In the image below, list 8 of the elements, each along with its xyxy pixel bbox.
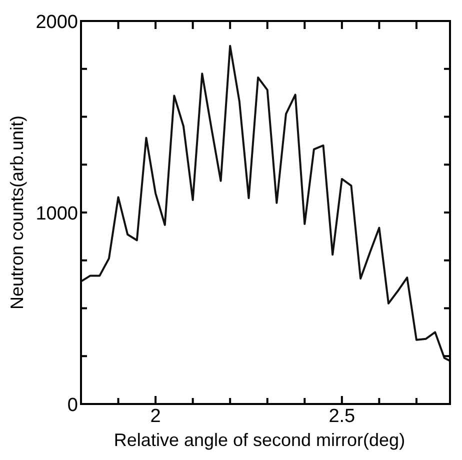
y-tick-label: 2000 xyxy=(36,12,78,33)
x-tick-label: 2.5 xyxy=(328,406,356,427)
x-axis-title: Relative angle of second mirror(deg) xyxy=(114,430,406,450)
line-series xyxy=(80,44,451,362)
y-tick-label: 1000 xyxy=(36,204,78,224)
x-tick-label: 2 xyxy=(150,406,161,427)
y-axis-title: Neutron counts(arb.unit) xyxy=(7,115,27,310)
y-tick-label: 0 xyxy=(67,395,78,416)
